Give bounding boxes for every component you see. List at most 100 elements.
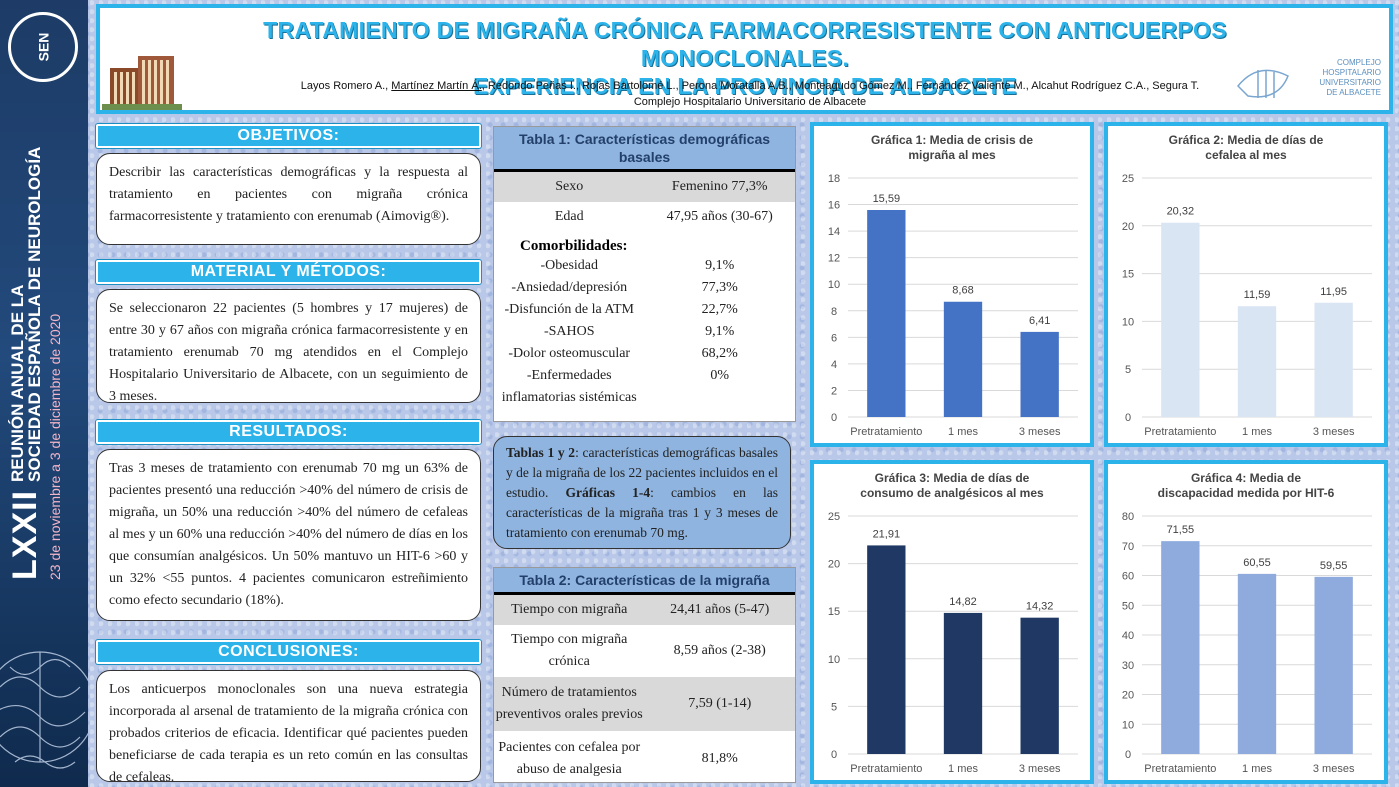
table-demographics-title: Tabla 1: Características demográficas ba… xyxy=(494,127,795,172)
bar xyxy=(1020,617,1059,754)
table-row: Edad 47,95 años (30-67) xyxy=(494,202,795,232)
y-tick-label: 25 xyxy=(1122,173,1134,185)
table-demographics: Tabla 1: Características demográficas ba… xyxy=(493,126,796,422)
chart-title-line: Gráfica 3: Media de días de xyxy=(875,471,1030,485)
bar xyxy=(1161,222,1200,417)
table-row: -Ansiedad/depresión 77,3% xyxy=(494,277,795,299)
hospital-building-icon xyxy=(102,48,182,110)
y-tick-label: 20 xyxy=(1122,690,1134,702)
data-label: 60,55 xyxy=(1243,557,1271,569)
bar xyxy=(1020,331,1059,417)
chart-panel-1: Gráfica 1: Media de crisis de migraña al … xyxy=(810,122,1094,447)
table-cell-label: Número de tratamientos preventivos orale… xyxy=(495,685,643,722)
table-cell-value: 47,95 años (30-67) xyxy=(666,209,773,224)
x-tick-label: 3 meses xyxy=(1313,426,1355,438)
table-row: Pacientes con cefalea por abuso de analg… xyxy=(494,731,795,787)
meeting-number: LXXII xyxy=(6,489,44,580)
table-cell-label: Tiempo con migraña crónica xyxy=(511,632,628,669)
hospital-logo-line: DE ALBACETE xyxy=(1326,88,1381,97)
data-label: 8,68 xyxy=(952,285,973,297)
y-tick-label: 6 xyxy=(831,332,837,344)
y-tick-label: 2 xyxy=(831,385,837,397)
x-tick-label: Pretratamiento xyxy=(1144,426,1216,438)
caption-bold-2: Gráficas 1-4 xyxy=(565,485,651,500)
table-cell-label: Edad xyxy=(554,209,584,224)
x-tick-label: 3 meses xyxy=(1019,763,1061,775)
table-migraine: Tabla 2: Características de la migraña T… xyxy=(493,567,796,783)
y-tick-label: 15 xyxy=(1122,269,1134,281)
chart-panel-3: Gráfica 3: Media de días de consumo de an… xyxy=(810,460,1094,784)
bar xyxy=(867,209,906,417)
brain-illustration-icon xyxy=(0,651,88,769)
caption-bold-1: Tablas 1 y 2 xyxy=(506,445,576,460)
y-tick-label: 15 xyxy=(828,606,840,618)
y-tick-label: 10 xyxy=(828,279,840,291)
table-cell-value: 0% xyxy=(710,368,730,383)
y-tick-label: 14 xyxy=(828,226,840,238)
table-row: Tiempo con migraña crónica 8,59 años (2-… xyxy=(494,625,795,677)
x-tick-label: Pretratamiento xyxy=(850,763,922,775)
author-list: Layos Romero A., Martínez Martín Á., Red… xyxy=(180,80,1320,92)
bar xyxy=(943,612,983,754)
table-cell-value: 9,1% xyxy=(705,258,735,273)
chart-title-line: Gráfica 2: Media de días de xyxy=(1169,133,1324,147)
table-row: -Enfermedades inflamatorias sistémicas 0… xyxy=(494,365,795,409)
table-row: -Disfunción de la ATM 22,7% xyxy=(494,299,795,321)
table-cell-value: Femenino 77,3% xyxy=(671,179,768,194)
y-tick-label: 12 xyxy=(828,253,840,265)
table-cell-label: -Ansiedad/depresión xyxy=(511,280,628,295)
bar xyxy=(1237,573,1277,754)
table-cell-value: 9,1% xyxy=(705,324,735,339)
data-label: 15,59 xyxy=(873,193,901,205)
bar xyxy=(867,545,906,754)
resultados-text: Tras 3 meses de tratamiento con erenumab… xyxy=(96,449,481,621)
y-tick-label: 50 xyxy=(1122,600,1134,612)
data-label: 6,41 xyxy=(1029,315,1050,327)
bar xyxy=(943,301,983,417)
chart-title-line: discapacidad medida por HIT-6 xyxy=(1158,486,1335,500)
table-cell-label: -Dolor osteomuscular xyxy=(508,346,631,361)
conclusiones-heading: CONCLUSIONES: xyxy=(96,640,481,664)
bar xyxy=(1314,302,1353,417)
hospital-logo-text: COMPLEJO HOSPITALARIO UNIVERSITARIO DE A… xyxy=(1319,58,1381,98)
hospital-logo-icon xyxy=(1236,69,1289,98)
table-cell-value: 7,59 (1-14) xyxy=(688,696,752,711)
data-label: 14,82 xyxy=(949,596,977,608)
table-row: -SAHOS 9,1% xyxy=(494,321,795,343)
x-tick-label: 1 mes xyxy=(948,426,978,438)
table-row: Número de tratamientos preventivos orale… xyxy=(494,677,795,731)
y-tick-label: 10 xyxy=(828,654,840,666)
bar xyxy=(1161,541,1200,754)
y-tick-label: 10 xyxy=(1122,316,1134,328)
table-cell-label: Tiempo con migraña xyxy=(511,602,628,617)
data-label: 11,59 xyxy=(1244,289,1271,301)
sen-logo: SEN xyxy=(8,12,78,82)
tables-caption: Tablas 1 y 2: características demográfic… xyxy=(493,436,791,549)
table-row: Sexo Femenino 77,3% xyxy=(494,172,795,202)
table-cell-value: 22,7% xyxy=(701,302,738,317)
table-row: -Obesidad 9,1% xyxy=(494,255,795,277)
data-label: 59,55 xyxy=(1320,560,1348,572)
table-cell-label: -SAHOS xyxy=(543,324,595,339)
conclusiones-text: Los anticuerpos monoclonales son una nue… xyxy=(96,670,481,785)
hospital-logo-line: COMPLEJO xyxy=(1336,58,1381,67)
y-tick-label: 20 xyxy=(1122,221,1134,233)
y-tick-label: 0 xyxy=(831,749,837,761)
y-tick-label: 80 xyxy=(1122,511,1134,523)
sen-logo-text: SEN xyxy=(34,32,51,62)
objetivos-text: Describir las características demográfic… xyxy=(96,153,481,245)
y-tick-label: 0 xyxy=(831,412,837,424)
table-cell-label: -Disfunción de la ATM xyxy=(504,302,634,317)
author-rest: , Redondo Peñas I., Rojas Bartolomé L., … xyxy=(481,80,1200,92)
table-cell-value: 68,2% xyxy=(701,346,738,361)
resultados-heading: RESULTADOS: xyxy=(96,420,481,444)
caption-text-1: : características demográficas basales y… xyxy=(506,445,778,500)
table-row: Tiempo con migraña 24,41 años (5-47) xyxy=(494,595,795,625)
institution: Complejo Hospitalario Universitario de A… xyxy=(633,96,867,108)
metodos-heading: MATERIAL Y MÉTODOS: xyxy=(96,260,481,284)
y-tick-label: 20 xyxy=(828,559,840,571)
meeting-banner: LXXII REUNIÓN ANUAL DE LA SOCIEDAD ESPAÑ… xyxy=(6,80,86,580)
